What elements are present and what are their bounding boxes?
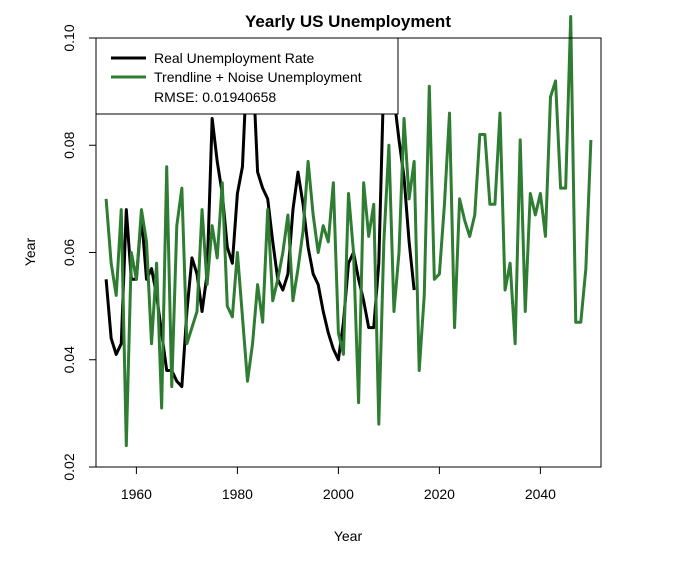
legend-label-trend: Trendline + Noise Unemployment xyxy=(154,69,362,85)
x-axis: 1960 1980 2000 2020 2040 xyxy=(121,466,556,502)
y-axis-label: Year xyxy=(22,238,38,267)
y-tick-label: 0.10 xyxy=(61,24,77,51)
x-tick-label: 2000 xyxy=(323,486,354,502)
x-tick-label: 2020 xyxy=(424,486,455,502)
series-layer xyxy=(104,15,593,448)
y-tick-label: 0.06 xyxy=(61,239,77,266)
y-tick-label: 0.04 xyxy=(61,346,77,373)
chart-title: Yearly US Unemployment xyxy=(245,12,451,31)
x-tick-label: 2040 xyxy=(525,486,556,502)
legend-rmse-note: RMSE: 0.01940658 xyxy=(154,89,276,105)
y-tick-label: 0.08 xyxy=(61,131,77,158)
legend-box xyxy=(95,37,399,115)
legend-label-real: Real Unemployment Rate xyxy=(154,50,315,66)
legend: Real Unemployment Rate Trendline + Noise… xyxy=(95,37,399,115)
series-line-trendline-noise xyxy=(104,15,593,448)
y-tick-label: 0.02 xyxy=(61,453,77,480)
x-tick-label: 1960 xyxy=(121,486,152,502)
x-tick-label: 1980 xyxy=(222,486,253,502)
x-axis-label: Year xyxy=(334,528,363,544)
